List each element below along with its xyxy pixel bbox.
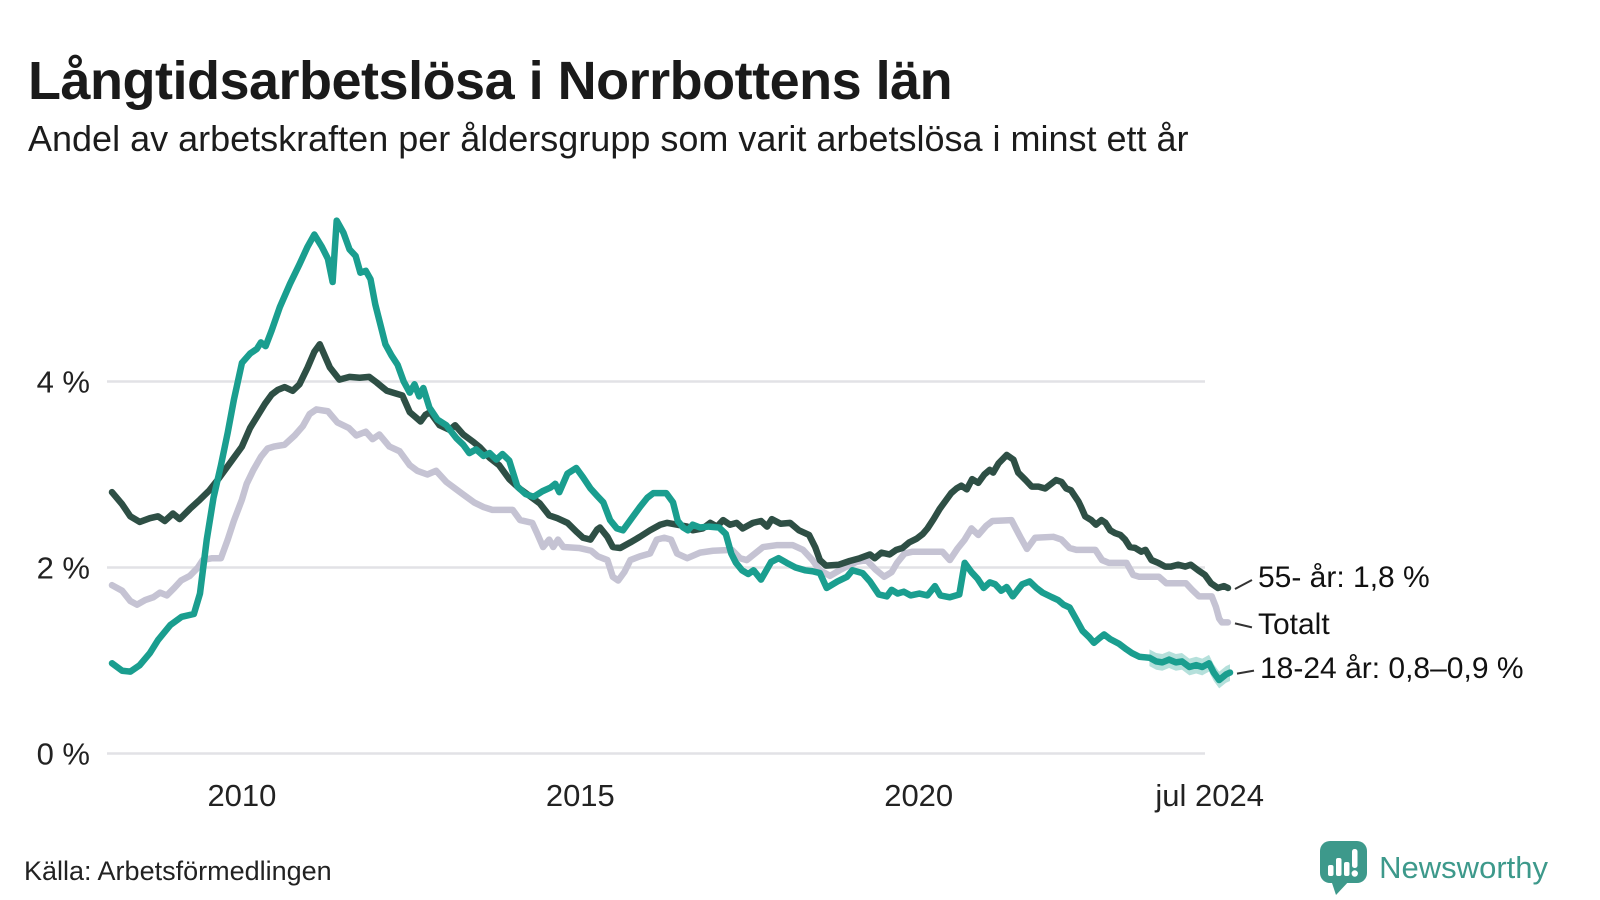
- newsworthy-logo-text: Newsworthy: [1379, 850, 1548, 885]
- series-line-55--år: [108, 341, 1232, 592]
- newsworthy-logo-icon: [1319, 840, 1369, 896]
- label-leader-line: [1236, 669, 1255, 675]
- x-axis-tick-label: jul 2024: [1154, 778, 1264, 813]
- x-axis-tick-label: 2015: [546, 778, 615, 813]
- series-end-label-18-24-år: 18-24 år: 0,8–0,9 %: [1260, 651, 1524, 685]
- page-title: Långtidsarbetslösa i Norrbottens län: [28, 51, 953, 112]
- series-end-label-Totalt: Totalt: [1257, 608, 1330, 642]
- label-leader-line: [1234, 579, 1253, 590]
- y-axis-tick-label: 2 %: [37, 551, 90, 586]
- x-axis-tick-label: 2020: [884, 778, 953, 813]
- y-axis-tick-label: 0 %: [37, 737, 90, 772]
- newsworthy-logo[interactable]: Newsworthy: [1319, 840, 1548, 896]
- y-axis-tick-label: 4 %: [37, 365, 90, 400]
- series-end-label-55--år: 55- år: 1,8 %: [1257, 560, 1430, 594]
- x-axis-tick-label: 2010: [207, 778, 276, 813]
- label-leader-line: [1234, 622, 1253, 629]
- source-note: Källa: Arbetsförmedlingen: [24, 856, 332, 886]
- series-line-18-24-år: [108, 217, 1234, 684]
- series-line-Totalt: [108, 406, 1232, 626]
- page-subtitle: Andel av arbetskraften per åldersgrupp s…: [28, 118, 1189, 159]
